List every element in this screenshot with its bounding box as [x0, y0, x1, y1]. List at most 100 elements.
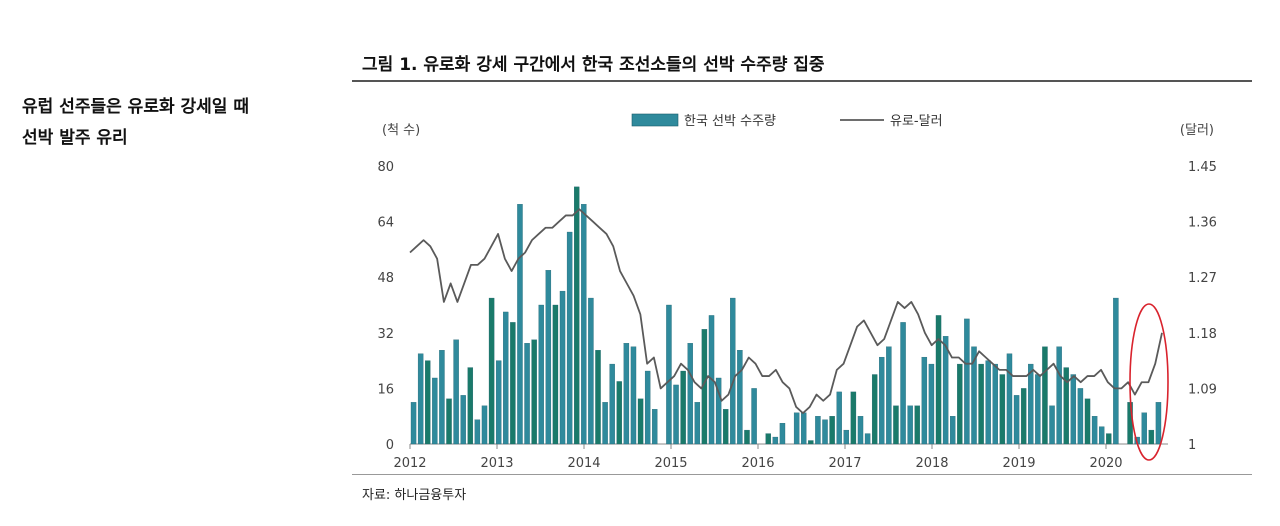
x-tick-5: 2017: [828, 456, 861, 471]
bar-95: [1084, 398, 1091, 445]
bar-28: [609, 363, 615, 445]
bar-44: [722, 409, 729, 445]
right-axis-unit: (달러): [1180, 123, 1214, 138]
bar-66: [879, 356, 885, 445]
bar-15: [517, 204, 523, 445]
bar-25: [588, 297, 594, 445]
bar-64: [864, 433, 871, 445]
bar-43: [715, 377, 722, 445]
y-right-tick-1: 1.09: [1188, 382, 1217, 397]
bar-8: [467, 367, 474, 445]
bar-5: [446, 398, 452, 445]
x-tick-4: 2016: [741, 456, 774, 471]
bar-4: [439, 350, 445, 445]
bar-79: [971, 346, 977, 445]
bar-67: [886, 346, 892, 445]
y-left-tick-1: 16: [377, 382, 394, 397]
title-divider: [352, 80, 1252, 82]
bar-78: [964, 318, 970, 445]
bar-65: [871, 374, 878, 445]
bar-11: [488, 297, 495, 445]
bar-56: [808, 440, 814, 445]
y-right-tick-5: 1.45: [1188, 160, 1217, 175]
bar-103: [1141, 412, 1147, 445]
y-right-tick-3: 1.27: [1188, 271, 1217, 286]
x-tick-2: 2014: [567, 456, 600, 471]
bar-46: [737, 350, 743, 445]
bar-31: [630, 346, 637, 445]
bar-99: [1113, 297, 1119, 445]
bar-34: [652, 409, 658, 445]
bar-12: [495, 360, 502, 445]
left-axis-unit: (척 수): [382, 123, 420, 138]
y-left-tick-0: 0: [386, 438, 394, 453]
bar-17: [531, 339, 537, 445]
bar-85: [1013, 395, 1020, 445]
bar-71: [914, 405, 920, 445]
bar-75: [942, 336, 949, 445]
y-right-tick-4: 1.36: [1188, 216, 1217, 231]
bar-59: [829, 416, 835, 445]
x-tick-7: 2019: [1002, 456, 1035, 471]
y-left-tick-5: 80: [377, 160, 394, 175]
bar-16: [524, 343, 530, 445]
bar-36: [666, 304, 672, 445]
bar-89: [1042, 346, 1048, 445]
bar-37: [673, 384, 679, 445]
side-note-line-1: 유럽 선주들은 유로화 강세일 때: [22, 97, 249, 117]
bar-62: [850, 391, 857, 445]
legend-bar-label: 한국 선박 수주량: [684, 114, 776, 129]
bar-51: [772, 436, 779, 445]
bar-48: [751, 388, 757, 445]
bar-1: [417, 353, 424, 445]
bar-45: [730, 297, 736, 445]
bar-10: [481, 405, 488, 445]
bar-74: [935, 315, 942, 445]
bar-72: [921, 356, 928, 445]
euro-usd-line: [409, 208, 1163, 415]
y-left-tick-4: 64: [377, 216, 394, 231]
bar-87: [1028, 363, 1034, 445]
bar-20: [552, 304, 559, 445]
bar-54: [793, 412, 800, 445]
bar-91: [1056, 346, 1062, 445]
bar-50: [765, 433, 771, 445]
bar-27: [602, 402, 608, 445]
bar-68: [893, 405, 899, 445]
bar-3: [432, 377, 438, 445]
bar-77: [957, 363, 963, 445]
side-note: 유럽 선주들은 유로화 강세일 때 선박 발주 유리: [22, 92, 249, 154]
bar-14: [510, 322, 516, 445]
bar-47: [744, 429, 750, 445]
y-left-tick-2: 32: [377, 327, 394, 342]
bar-39: [687, 343, 693, 445]
bar-55: [801, 412, 807, 445]
bar-82: [992, 363, 998, 445]
bar-94: [1077, 388, 1084, 445]
bar-84: [1006, 353, 1013, 445]
y-left-tick-3: 48: [377, 271, 394, 286]
bar-98: [1106, 433, 1112, 445]
bar-33: [644, 370, 651, 445]
bar-21: [559, 290, 566, 445]
bar-23: [574, 186, 580, 445]
bar-57: [815, 416, 821, 445]
bar-18: [538, 304, 544, 445]
bar-93: [1070, 374, 1077, 445]
y-right-tick-2: 1.18: [1188, 327, 1217, 342]
bar-80: [978, 363, 984, 445]
bar-9: [474, 419, 481, 445]
bar-60: [836, 391, 842, 445]
bar-6: [453, 339, 459, 445]
source-note: 자료: 하나금융투자: [362, 488, 467, 503]
bar-38: [680, 370, 686, 445]
x-tick-6: 2018: [915, 456, 948, 471]
x-tick-1: 2013: [480, 456, 513, 471]
highlight-ellipse: [1129, 303, 1169, 461]
bar-19: [545, 270, 552, 445]
x-tick-0: 2012: [393, 456, 426, 471]
bar-0: [410, 402, 417, 445]
bottom-divider: [352, 474, 1252, 475]
legend-line-label: 유로-달러: [890, 114, 943, 129]
x-tick-3: 2015: [654, 456, 687, 471]
